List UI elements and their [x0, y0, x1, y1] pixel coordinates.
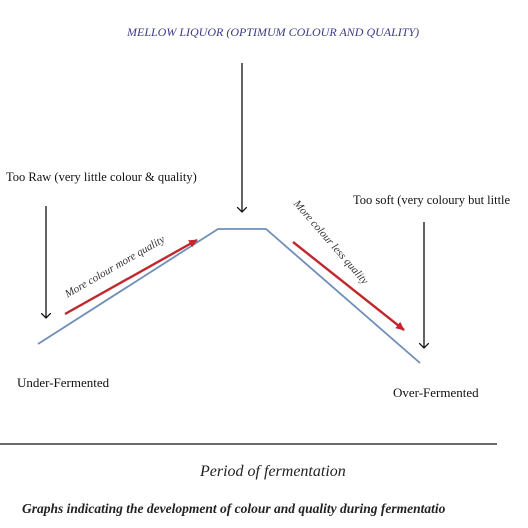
too-soft-note: Too soft (very coloury but little [353, 193, 511, 207]
fermentation-curve [37, 228, 421, 364]
under-fermented-label: Under-Fermented [17, 375, 110, 390]
over-fermented-label: Over-Fermented [393, 385, 479, 400]
rise-trend-arrow [64, 238, 198, 316]
fall-trend-arrow [292, 241, 405, 331]
optimum-title: MELLOW LIQUOR (OPTIMUM COLOUR AND QUALIT… [127, 25, 420, 39]
too-raw-note: Too Raw (very little colour & quality) [6, 170, 197, 184]
x-axis-label: Period of fermentation [200, 463, 346, 480]
figure-caption: Graphs indicating the development of col… [22, 501, 446, 516]
